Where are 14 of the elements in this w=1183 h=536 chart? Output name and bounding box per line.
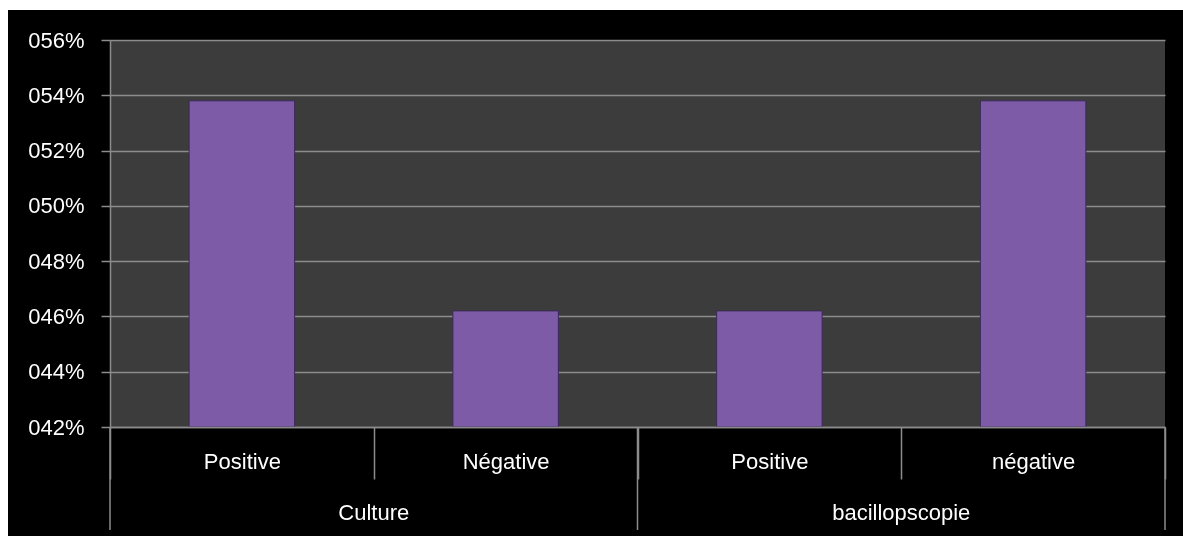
y-tick-label: 042% [28, 414, 85, 440]
y-tick-label: 054% [28, 82, 85, 108]
text: bacillopscopie [832, 500, 971, 525]
y-tick-label: 046% [28, 303, 85, 329]
y-tick-label: 052% [28, 138, 85, 164]
text: Culture [338, 500, 410, 525]
y-tick-label: 050% [28, 193, 85, 219]
x-tick-label: Négative [462, 448, 550, 474]
y-tick-label: 056% [28, 27, 85, 53]
y-tick-label: 048% [28, 248, 85, 274]
y-tick-label: 044% [28, 359, 85, 385]
x-tick-label: négative [992, 448, 1076, 474]
x-tick-label: Positive [731, 448, 809, 474]
x-tick-label: Positive [203, 448, 281, 474]
